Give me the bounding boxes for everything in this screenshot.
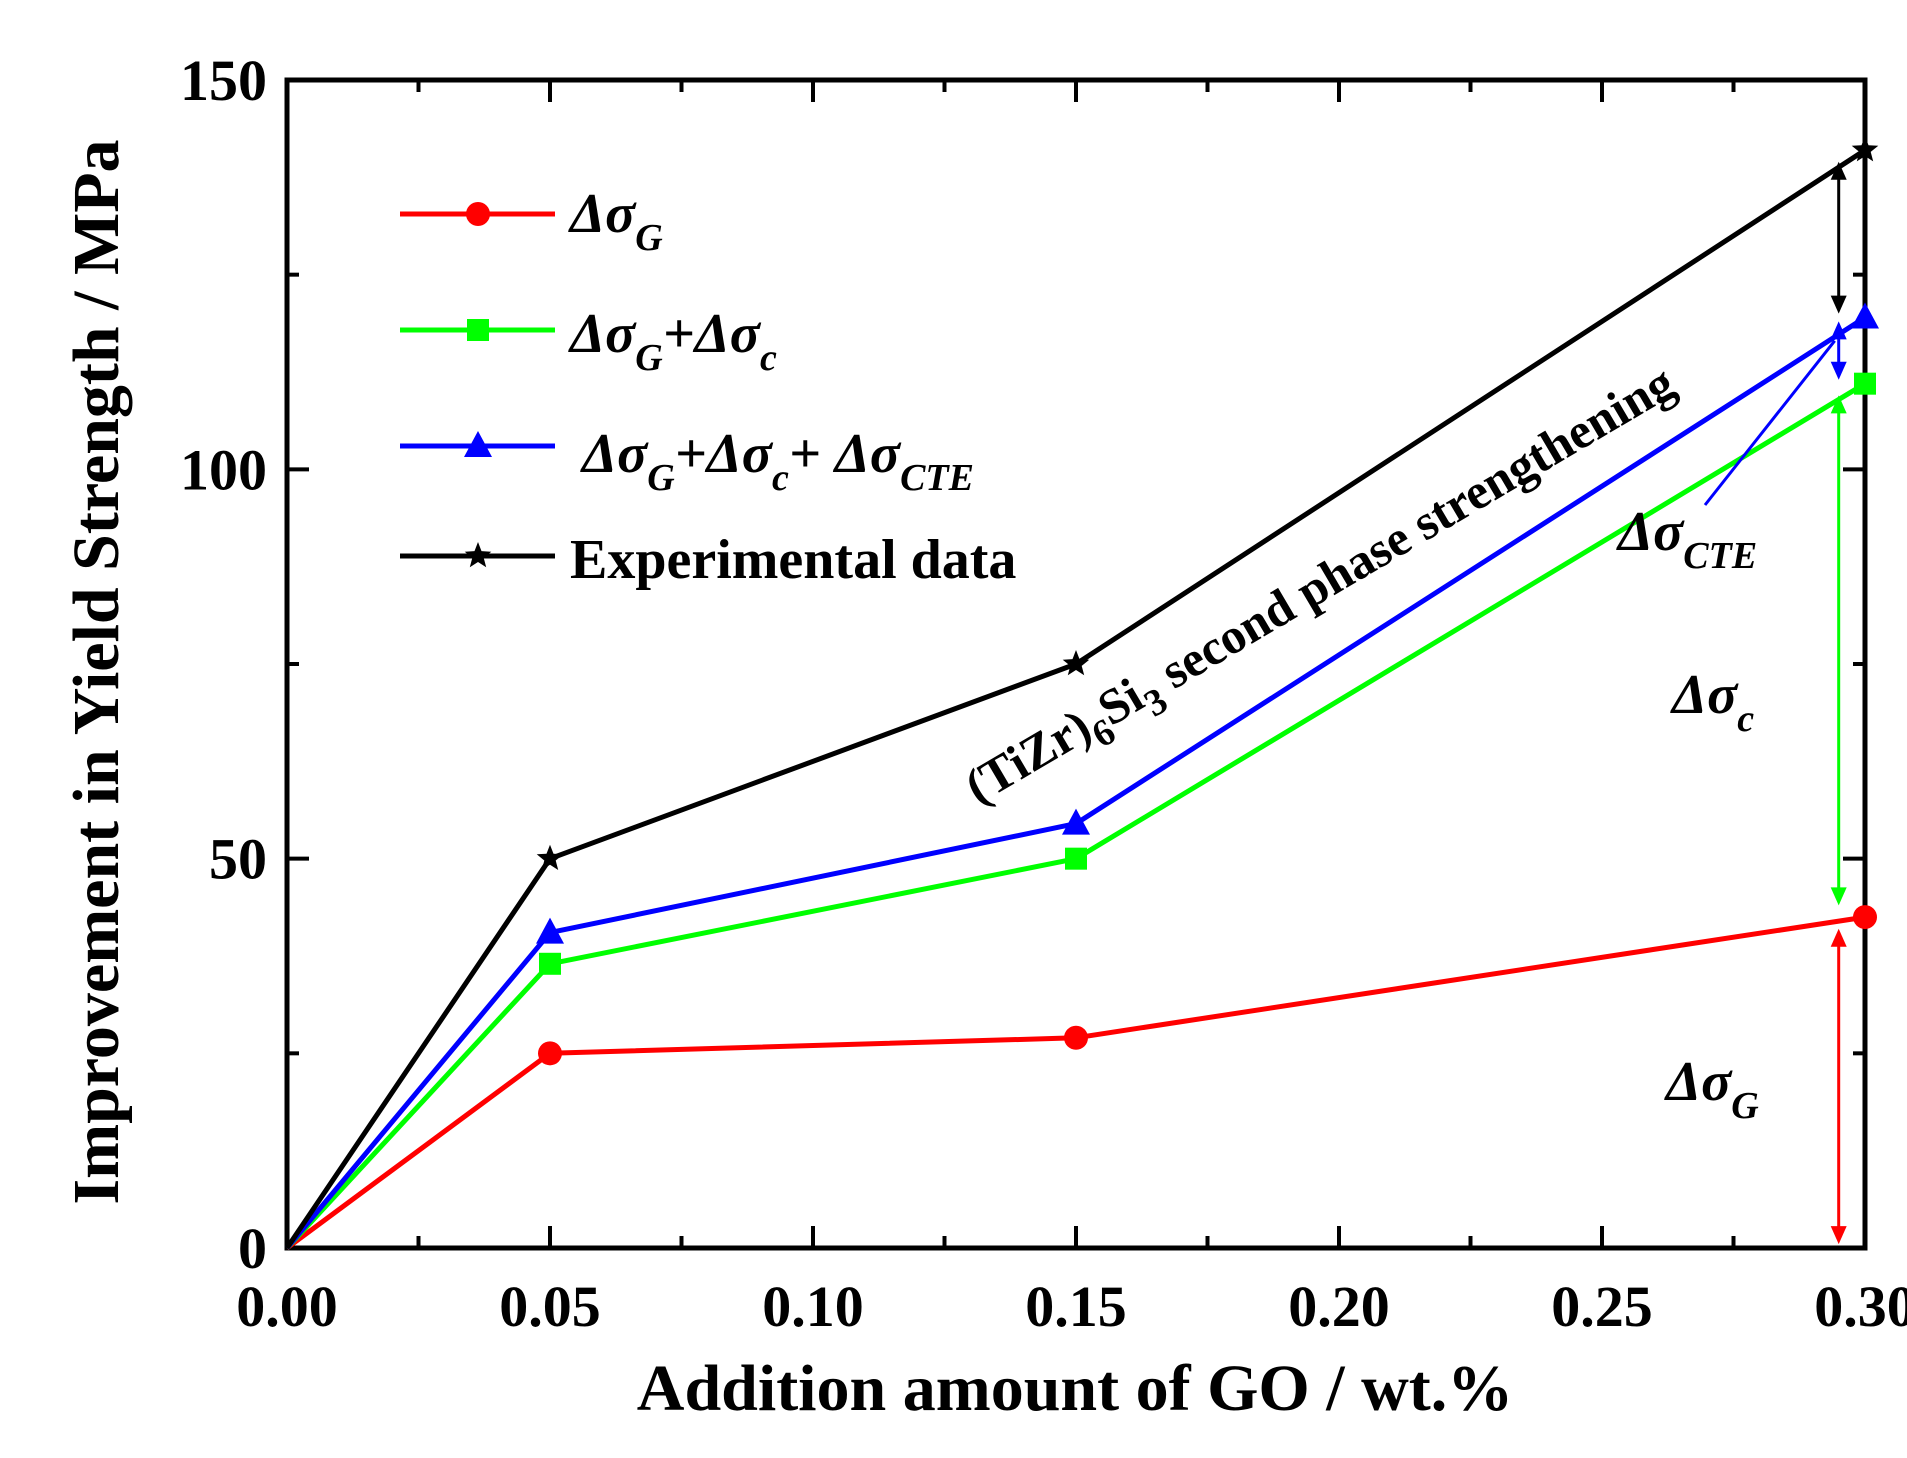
data-point-delta-g-c-cte [536, 917, 564, 944]
legend-gccte-rest: +Δσ [675, 423, 774, 485]
series-delta-g [285, 905, 1877, 1251]
cte-leader-line [1703, 339, 1836, 506]
legend-gccte-rest2: + Δσ [789, 423, 902, 485]
annotation-arrows [1703, 161, 1847, 1245]
c-delta-label: Δσc [1670, 664, 1754, 740]
legend-gc-main: Δσ [568, 303, 637, 365]
y-tick-label: 50 [209, 827, 267, 892]
c-delta-sub: c [1737, 698, 1754, 740]
experimental-gap-arrow-head-up [1830, 161, 1847, 180]
series-delta-g-c [285, 372, 1876, 1250]
second-phase-annotation: (TiZr)6Si3 second phase strengthening [955, 354, 1690, 825]
data-point-delta-g-c-cte [1851, 302, 1879, 329]
legend-label-g-c-cte: ΔσG+Δσc+ ΔσCTE [580, 423, 974, 499]
x-tick-label: 0.10 [762, 1274, 864, 1339]
annotation-prefix: (TiZr) [955, 698, 1100, 815]
series-line-delta-g [285, 914, 1866, 1251]
legend-g-main: Δσ [568, 183, 637, 245]
y-tick-label: 100 [180, 437, 267, 502]
legend-marker-delta-g-c-cte [464, 431, 492, 457]
data-point-delta-g-c-cte [1062, 808, 1090, 835]
legend-marker-experimental [464, 542, 492, 568]
data-point-delta-g [1853, 905, 1877, 930]
x-axis-title: Addition amount of GO / wt.% [637, 1352, 1513, 1425]
x-tick-label: 0.30 [1814, 1274, 1907, 1339]
series-line-delta-g-c-cte [285, 315, 1867, 1250]
legend-gc-sub2: c [760, 337, 777, 379]
cte-delta-sub: CTE [1683, 535, 1757, 577]
data-point-delta-g [1064, 1025, 1088, 1050]
series-line-experimental [284, 148, 1867, 1250]
g-gap-arrow-head-down [1830, 1226, 1847, 1245]
legend-label-g: ΔσG [568, 183, 663, 259]
cte-delta-main: Δσ [1616, 501, 1685, 563]
g-delta-label: ΔσG [1664, 1051, 1759, 1127]
x-tick-label: 0.05 [499, 1274, 601, 1339]
annotation-suffix: second phase strengthening [1140, 354, 1683, 706]
g-delta-sub: G [1731, 1085, 1759, 1127]
legend-label-g-c: ΔσG+Δσc [568, 303, 777, 379]
legend-samples [400, 202, 555, 568]
y-axis-title: Improvement in Yield Strength / MPa [60, 139, 133, 1204]
legend-gccte-sub3: CTE [900, 457, 974, 499]
c-gap-arrow-head-down [1830, 887, 1847, 906]
series-line-delta-g-c [285, 381, 1867, 1250]
legend-marker-delta-g-c [467, 319, 489, 341]
axis-ticks [285, 78, 1867, 1250]
legend-gc-rest: +Δσ [663, 303, 762, 365]
x-tick-label: 0.15 [1025, 1274, 1127, 1339]
legend-g-sub: G [635, 217, 663, 259]
c-gap-arrow-head-up [1830, 395, 1847, 414]
experimental-gap-arrow-head-down [1830, 295, 1847, 314]
legend-gccte-sub2: c [772, 457, 789, 499]
legend-label-experimental: Experimental data [570, 529, 1016, 591]
series-experimental [284, 136, 1879, 1250]
g-gap-arrow-head-up [1830, 928, 1847, 947]
data-point-experimental [536, 844, 564, 870]
x-tick-label: 0.20 [1288, 1274, 1390, 1339]
cte-gap-arrow-head-down [1830, 361, 1847, 380]
series-delta-g-c-cte [285, 302, 1879, 1250]
data-point-delta-g [538, 1041, 562, 1066]
x-tick-label: 0.25 [1551, 1274, 1653, 1339]
data-point-experimental [1851, 136, 1879, 162]
c-delta-main: Δσ [1670, 664, 1739, 726]
legend-gccte-main: Δσ [580, 423, 649, 485]
y-tick-label: 150 [180, 48, 267, 113]
g-delta-main: Δσ [1664, 1051, 1733, 1113]
legend-gccte-sub: G [647, 457, 675, 499]
data-point-delta-g-c [1065, 847, 1087, 870]
legend: ΔσG ΔσG+Δσc ΔσG+Δσc+ ΔσCTE Experimental … [400, 183, 1016, 591]
series-layer [284, 136, 1879, 1251]
cte-gap-arrow-head-up [1830, 321, 1847, 340]
data-point-experimental [1062, 650, 1090, 676]
legend-marker-delta-g [466, 202, 490, 226]
x-tick-label: 0.00 [236, 1274, 338, 1339]
data-point-delta-g-c [539, 952, 561, 975]
data-point-delta-g-c [1854, 372, 1876, 395]
cte-delta-label: ΔσCTE [1616, 501, 1757, 577]
legend-gc-sub: G [635, 337, 663, 379]
tick-labels: 0.00 0.05 0.10 0.15 0.20 0.25 0.30 0 50 100 150 [180, 48, 1907, 1339]
y-tick-label: 0 [238, 1216, 267, 1281]
